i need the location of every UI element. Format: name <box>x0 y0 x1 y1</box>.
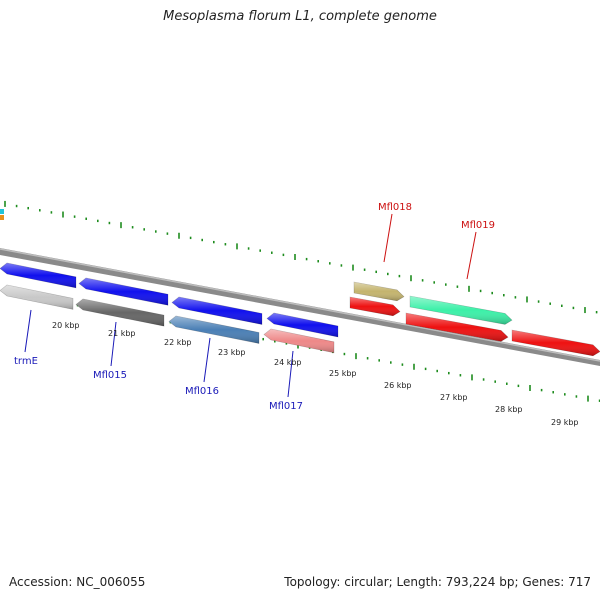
gene-label-mfl015: Mfl015 <box>93 370 127 381</box>
gene-label-leader-line <box>466 231 477 280</box>
scale-label: 27 kbp <box>440 393 468 402</box>
gene-arrow-shading <box>350 297 400 316</box>
genome-backbone-highlight <box>0 248 600 362</box>
partial-feature-marker <box>0 209 4 214</box>
gene-label-mfl018: Mfl018 <box>378 202 412 213</box>
gene-arrow-shading <box>0 285 73 310</box>
scale-label: 28 kbp <box>495 405 523 414</box>
gene-arrow-shading <box>76 299 164 327</box>
scale-label: 26 kbp <box>384 381 412 390</box>
gene-label-leader-line <box>203 337 211 383</box>
scale-label: 24 kbp <box>274 358 302 367</box>
gene-arrow-shading <box>354 282 404 301</box>
gene-arrow-shading <box>406 313 508 342</box>
gene-arrow-shading <box>264 329 334 353</box>
gene-arrow-shading <box>512 330 600 356</box>
gene-arrow-shading <box>267 313 338 337</box>
gene-arrow-shading <box>410 296 512 325</box>
gene-label-mfl017: Mfl017 <box>269 401 303 412</box>
outer-tick-ring <box>4 200 598 314</box>
map-title: Mesoplasma florum L1, complete genome <box>163 9 437 24</box>
gene-arrow-shading <box>172 297 262 325</box>
gene-arrow-shading <box>169 316 259 344</box>
scale-label: 21 kbp <box>108 329 136 338</box>
gene-label-leader-line <box>383 213 393 263</box>
gene-label-trme: trmE <box>14 356 38 367</box>
gene-label-leader-line <box>24 309 32 353</box>
gene-label-leader-line <box>110 321 117 367</box>
gene-arrow-shading <box>79 278 168 306</box>
scale-label: 29 kbp <box>551 418 579 427</box>
gene-label-leader-line <box>287 350 294 398</box>
scale-label: 23 kbp <box>218 348 246 357</box>
gene-arrow-shading <box>0 263 76 288</box>
partial-feature-marker <box>0 215 4 220</box>
scale-label: 25 kbp <box>329 369 357 378</box>
scale-label: 20 kbp <box>52 321 80 330</box>
gene-label-mfl019: Mfl019 <box>461 220 495 231</box>
genome-summary-text: Topology: circular; Length: 793,224 bp; … <box>284 575 591 589</box>
gene-label-mfl016: Mfl016 <box>185 386 219 397</box>
accession-text: Accession: NC_006055 <box>9 575 146 589</box>
scale-label: 22 kbp <box>164 338 192 347</box>
